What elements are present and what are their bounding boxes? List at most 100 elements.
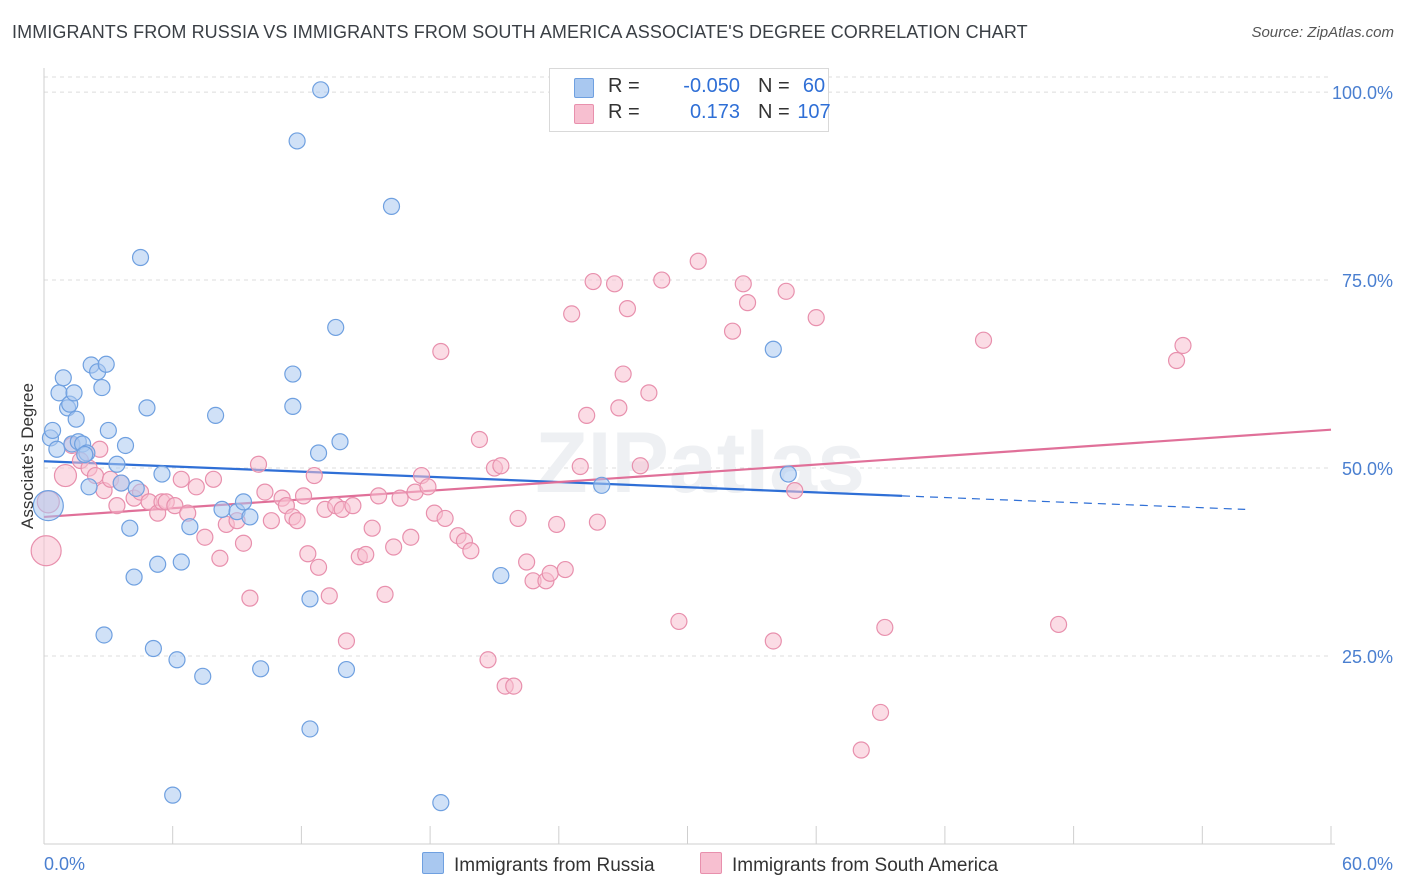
south-america-point [241,589,259,607]
russia-point [149,555,167,573]
south-america-point [578,406,596,425]
south-america-point [871,703,890,722]
south-america-point [256,483,274,501]
south-america-point [432,342,450,361]
series-russia [32,81,797,812]
south-america-point [764,632,782,650]
russia-point [138,399,156,417]
south-america-point [563,305,581,323]
south-america-point [166,497,184,515]
south-america-point [305,466,323,485]
russia-point [168,651,186,669]
south-america-point [108,497,126,515]
south-america-point [738,294,757,312]
russia-point [764,340,782,358]
south-america-point [1049,615,1068,634]
south-america-point [479,651,497,669]
south-america-point [734,275,752,293]
south-america-point [344,497,362,515]
south-america-point [363,519,381,537]
south-america-point [548,515,566,534]
russia-point [779,465,797,483]
r-label: R = [608,75,640,97]
south-america-point [605,275,624,293]
south-america-point [807,309,825,327]
russia-point [144,639,162,658]
south-america-point [320,587,338,605]
watermark: ZIPatlas [535,415,865,511]
south-america-point [249,455,268,473]
russia-point [108,455,126,473]
russia-point [67,410,85,428]
russia-point [32,490,64,522]
legend-swatch-russia [574,78,594,98]
russia-point [93,378,111,397]
russia-point [43,421,62,440]
r-value: 0.173 [689,101,740,123]
russia-trend-extension [901,495,1246,510]
x-tick-label: 0.0% [44,854,85,874]
south-america-point [204,470,223,488]
y-tick-label: 75.0% [1342,271,1393,291]
russia-point [382,197,401,215]
south-america-point [556,560,574,579]
russia-point [284,365,302,383]
south-america-point [211,549,229,567]
south-america-point [640,384,658,402]
russia-point [213,500,231,518]
trend-layer [43,428,1332,519]
south-america-point [462,542,480,560]
south-america-point [653,271,671,289]
n-label: N = [758,101,790,123]
x-tick-label: 60.0% [1342,854,1393,874]
legend-label-russia: Immigrants from Russia [454,855,655,876]
russia-point [312,81,330,99]
south-america-point [172,470,190,488]
south-america-point [1167,351,1186,370]
south-america-point [234,534,253,552]
south-america-point [777,282,795,300]
russia-point [97,355,115,373]
russia-point [80,478,98,496]
russia-point [241,508,259,526]
r-value: -0.050 [683,75,740,97]
legend-swatch-south-america [574,104,594,124]
south-america-point [402,528,420,546]
russia-point [153,465,171,483]
south-america-point [618,300,637,318]
south-america-point [631,457,649,475]
south-america-point [357,545,375,564]
legend-item-russia: Immigrants from Russia [422,852,655,877]
south-america-point [518,553,536,571]
russia-point [54,369,72,387]
russia-point [164,786,182,804]
south-america-point [196,528,214,546]
south-america-point [786,481,804,500]
russia-point [309,444,328,462]
russia-point [125,568,143,586]
r-label: R = [608,101,640,123]
south-america-point [30,535,62,567]
russia-point [288,132,306,150]
south-america-point [294,487,313,505]
russia-point [207,406,225,425]
y-axis-label: Associate's Degree [18,383,37,529]
n-value: 60 [802,75,826,97]
russia-point [327,318,345,337]
south-america-point [53,463,78,488]
south-america-point [541,564,559,582]
south-america-point [337,632,356,650]
russia-point [121,519,139,537]
russia-point [172,553,190,571]
russia-point [194,667,212,685]
russia-point [301,720,319,738]
russia-point [284,397,302,415]
russia-trend-line [43,460,903,497]
russia-point [331,433,349,451]
south-america-point [288,512,306,530]
y-tick-label: 50.0% [1342,459,1393,479]
legend-swatch-russia [422,852,444,874]
russia-point [234,493,253,511]
legend-item-south-america: Immigrants from South America [700,852,998,877]
